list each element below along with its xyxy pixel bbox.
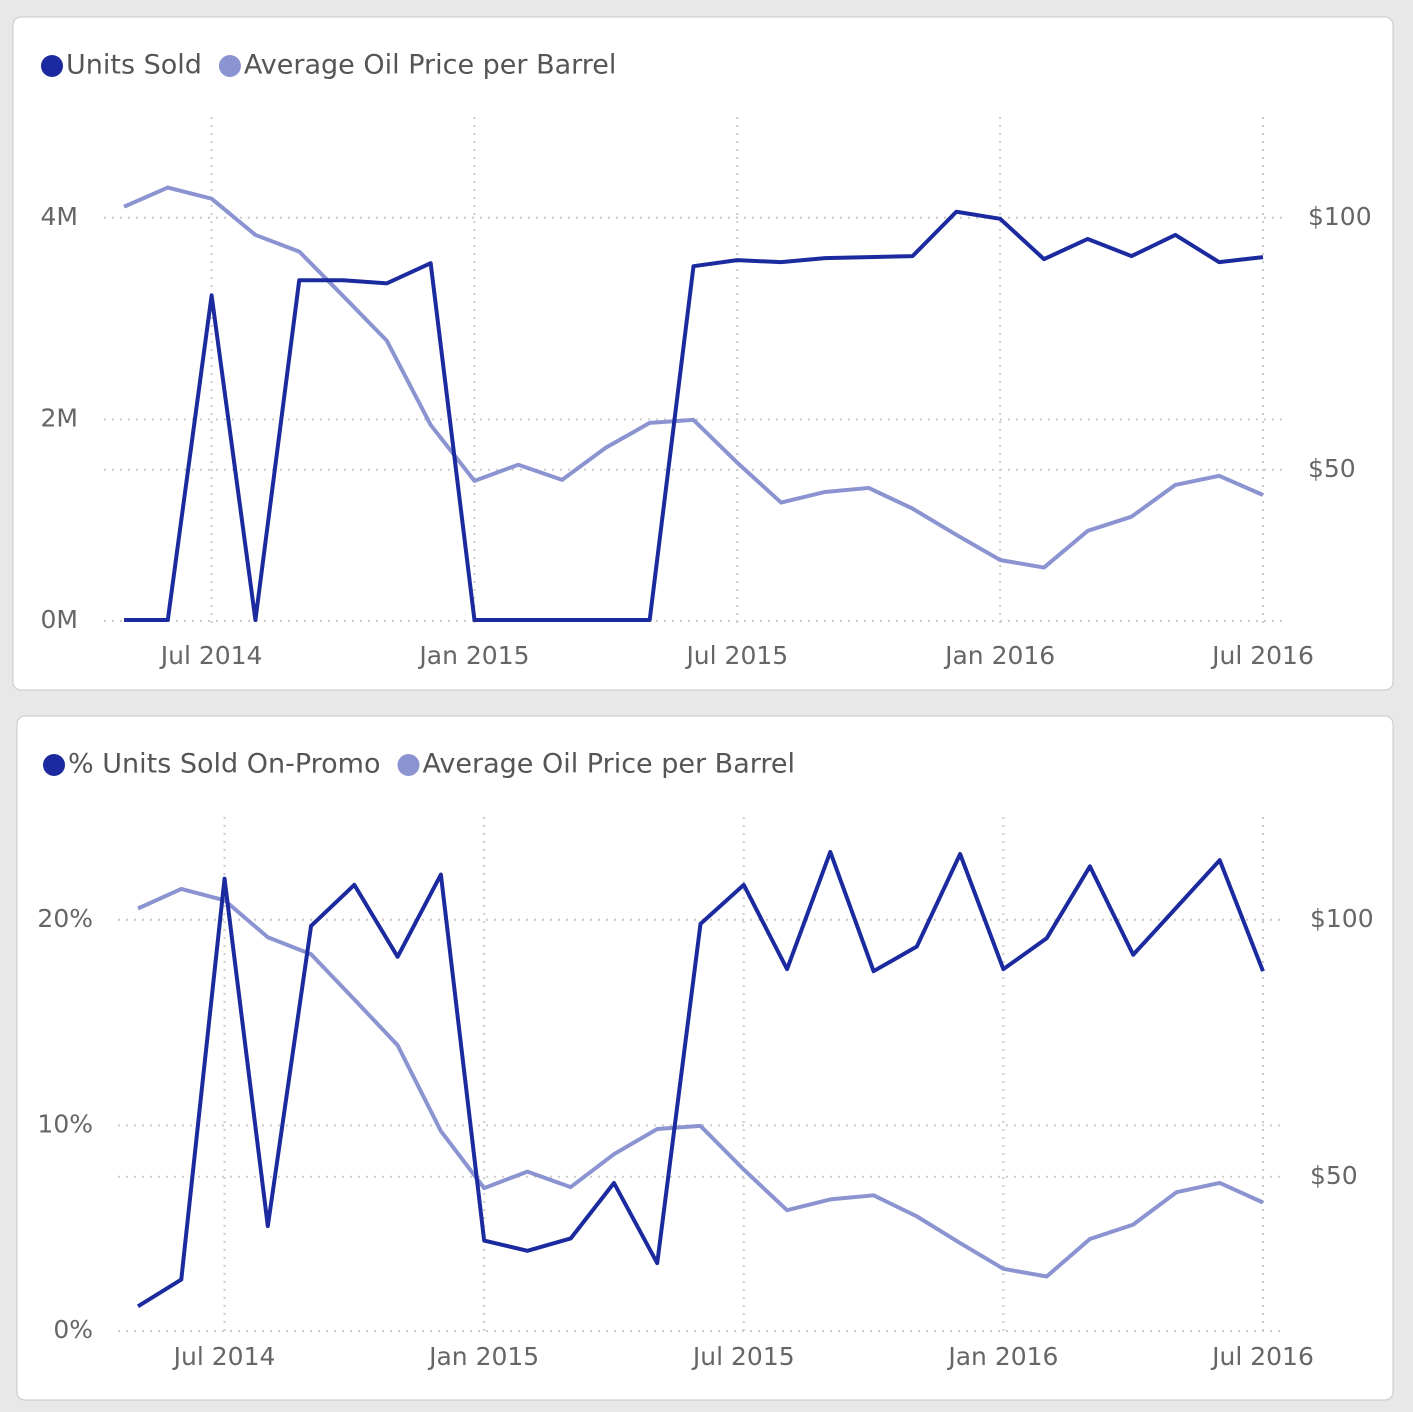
y2-tick-label: $50: [1310, 1161, 1358, 1190]
y-tick-label: 20%: [37, 904, 93, 933]
card: [12, 16, 1394, 691]
y-tick-label: 10%: [37, 1109, 93, 1138]
y2-tick-label: $100: [1308, 202, 1372, 231]
y-tick-label: 0%: [53, 1315, 93, 1344]
y-tick-label: 2M: [41, 403, 78, 432]
x-tick-label: Jan 2016: [946, 1342, 1058, 1371]
x-tick-label: Jul 2016: [1210, 641, 1314, 670]
legend-marker: [41, 55, 63, 77]
legend-marker: [397, 754, 420, 776]
legend-label: Average Oil Price per Barrel: [423, 749, 796, 780]
x-tick-label: Jul 2015: [684, 641, 788, 670]
x-tick-label: Jan 2015: [427, 1342, 539, 1371]
series-line: [137, 886, 1264, 1279]
x-tick-label: Jan 2016: [943, 641, 1055, 670]
y-tick-label: 0M: [41, 605, 78, 634]
x-tick-label: Jul 2016: [1210, 1342, 1314, 1371]
series-line: [124, 209, 1264, 622]
y2-tick-label: $50: [1308, 454, 1356, 483]
legend-marker: [218, 55, 241, 77]
card: [16, 715, 1394, 1401]
y2-tick-label: $100: [1310, 904, 1374, 933]
series-line: [136, 849, 1265, 1309]
x-tick-label: Jul 2014: [172, 1342, 276, 1371]
x-tick-label: Jan 2015: [417, 641, 529, 670]
legend-label: Units Sold: [66, 50, 202, 81]
legend-label: Average Oil Price per Barrel: [244, 50, 617, 81]
x-tick-label: Jul 2014: [159, 641, 263, 670]
x-tick-label: Jul 2015: [691, 1342, 795, 1371]
series-line: [123, 185, 1264, 570]
legend-marker: [43, 754, 65, 776]
legend-label: % Units Sold On-Promo: [68, 749, 381, 780]
y-tick-label: 4M: [41, 202, 78, 231]
